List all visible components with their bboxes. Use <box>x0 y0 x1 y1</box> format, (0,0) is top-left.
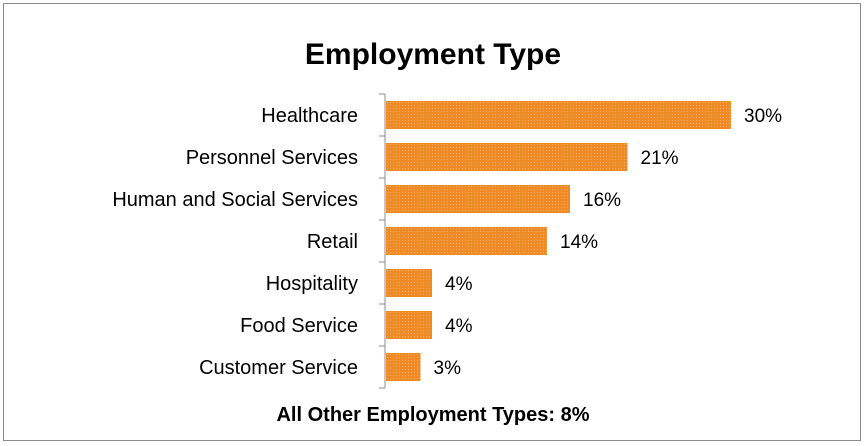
category-label: Food Service <box>240 315 358 337</box>
category-label: Human and Social Services <box>112 189 358 211</box>
bar-group: Personnel Services 21% <box>186 143 679 171</box>
bar-group: Retail 14% <box>307 227 598 255</box>
bar <box>386 353 421 381</box>
data-label: 14% <box>560 232 598 253</box>
bar <box>386 269 432 297</box>
data-label: 4% <box>445 274 473 295</box>
category-label: Personnel Services <box>186 147 358 169</box>
bar <box>386 185 570 213</box>
bar-group: Food Service 4% <box>240 311 473 339</box>
bar <box>386 311 432 339</box>
bar-group: Healthcare 30% <box>261 101 782 129</box>
bar <box>386 101 731 129</box>
bar <box>386 227 547 255</box>
category-label: Hospitality <box>266 273 358 295</box>
category-label: Healthcare <box>261 105 358 127</box>
footnote: All Other Employment Types: 8% <box>276 404 589 426</box>
chart-title: Employment Type <box>305 38 561 71</box>
category-label: Retail <box>307 231 358 253</box>
bar-group: Customer Service 3% <box>199 353 461 381</box>
bars-layer: Healthcare 30% Personnel Services 21% Human … <box>112 101 782 381</box>
bar-group: Hospitality 4% <box>266 269 473 297</box>
data-label: 3% <box>434 358 462 379</box>
y-axis-ticks <box>379 93 385 389</box>
data-label: 4% <box>445 316 473 337</box>
category-label: Customer Service <box>199 357 358 379</box>
data-label: 21% <box>641 148 679 169</box>
bar <box>386 143 628 171</box>
data-label: 30% <box>744 106 782 127</box>
data-label: 16% <box>583 190 621 211</box>
chart-frame <box>3 3 861 441</box>
bar-group: Human and Social Services 16% <box>112 185 621 213</box>
